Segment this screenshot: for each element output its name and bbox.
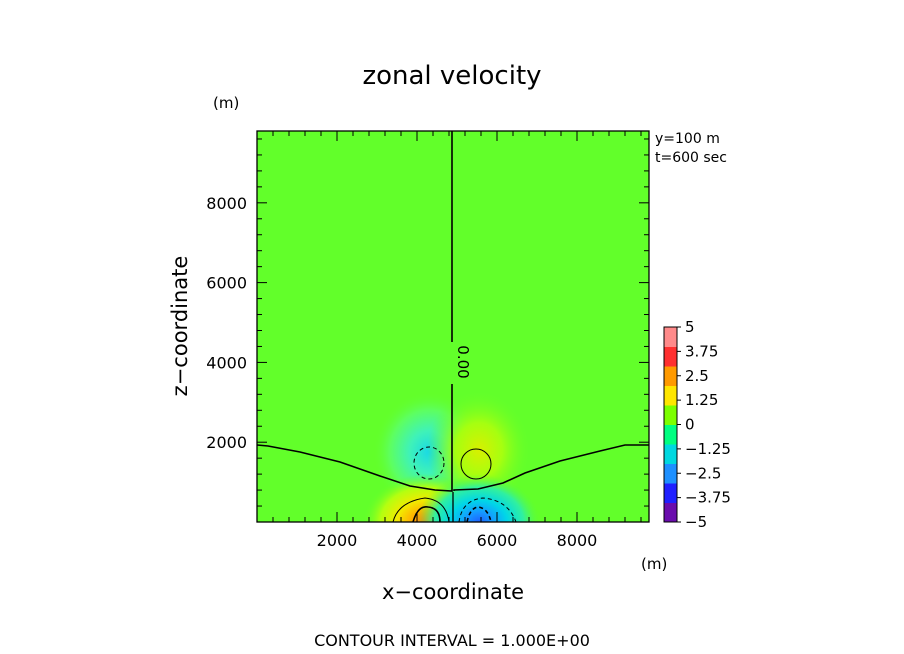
colorbar-segment xyxy=(664,346,677,367)
annotation-t: t=600 sec xyxy=(655,150,727,166)
contour-label-bg xyxy=(444,342,462,384)
chart-title: zonal velocity xyxy=(362,61,541,91)
colorbar-tick-label: 3.75 xyxy=(685,342,718,360)
colorbar-tick-label: −2.5 xyxy=(685,464,721,482)
colorbar-tick-label: −1.25 xyxy=(685,440,731,458)
colorbar-segment xyxy=(664,502,677,523)
plot-frame xyxy=(256,130,650,523)
y-tick-label: 8000 xyxy=(206,194,247,213)
contour-positive-lower-inner xyxy=(412,505,441,522)
zero-contour-line xyxy=(257,131,453,492)
colorbar-segment xyxy=(664,444,677,464)
x-tick-label: 6000 xyxy=(477,531,518,550)
colorbar-tick-label: 0 xyxy=(685,416,695,434)
x-axis-label: x−coordinate xyxy=(382,580,524,604)
zero-contour-line-right xyxy=(453,444,649,491)
colorbar: 5 3.75 2.5 1.25 0 −1.25 −2.5 −3.75 −5 xyxy=(663,318,731,531)
x-tick-label: 4000 xyxy=(397,531,438,550)
heatmap-field: 0.00 xyxy=(257,131,649,522)
annotation-y: y=100 m xyxy=(655,131,720,147)
y-tick-label: 2000 xyxy=(206,433,247,452)
contour-positive-lower-outer xyxy=(392,497,450,522)
colorbar-segment xyxy=(664,327,677,347)
x-unit-label: (m) xyxy=(641,555,667,573)
colorbar-segment xyxy=(664,385,677,406)
x-tick-label: 2000 xyxy=(317,531,358,550)
colorbar-segment xyxy=(664,366,677,386)
colorbar-tick-label: 5 xyxy=(685,318,695,336)
contour-negative-lower-outer xyxy=(458,497,517,522)
contour-positive-upper xyxy=(460,448,492,480)
y-unit-label: (m) xyxy=(213,94,239,112)
y-axis-label: z−coordinate xyxy=(168,256,192,397)
contour-label: 0.00 xyxy=(454,345,472,378)
colorbar-tick-label: −3.75 xyxy=(685,489,731,507)
colorbar-segment xyxy=(664,483,677,503)
y-tick-label: 6000 xyxy=(206,274,247,293)
colorbar-tick-label: 1.25 xyxy=(685,391,718,409)
contour-negative-upper xyxy=(413,446,445,480)
colorbar-tick-label: −5 xyxy=(685,513,707,531)
y-tick-label: 4000 xyxy=(206,353,247,372)
axis-ticks: 2000 4000 6000 8000 2000 4000 6000 8000 xyxy=(206,131,649,550)
contour-interval-footer: CONTOUR INTERVAL = 1.000E+00 xyxy=(314,631,590,650)
colorbar-tick-label: 2.5 xyxy=(685,367,709,385)
heatmap-cell-negative-lower xyxy=(417,474,541,522)
x-tick-label: 8000 xyxy=(557,531,598,550)
contour-negative-lower-inner xyxy=(466,506,492,522)
colorbar-segment xyxy=(664,405,677,425)
colorbar-segment xyxy=(664,463,677,484)
colorbar-segment xyxy=(664,424,677,445)
